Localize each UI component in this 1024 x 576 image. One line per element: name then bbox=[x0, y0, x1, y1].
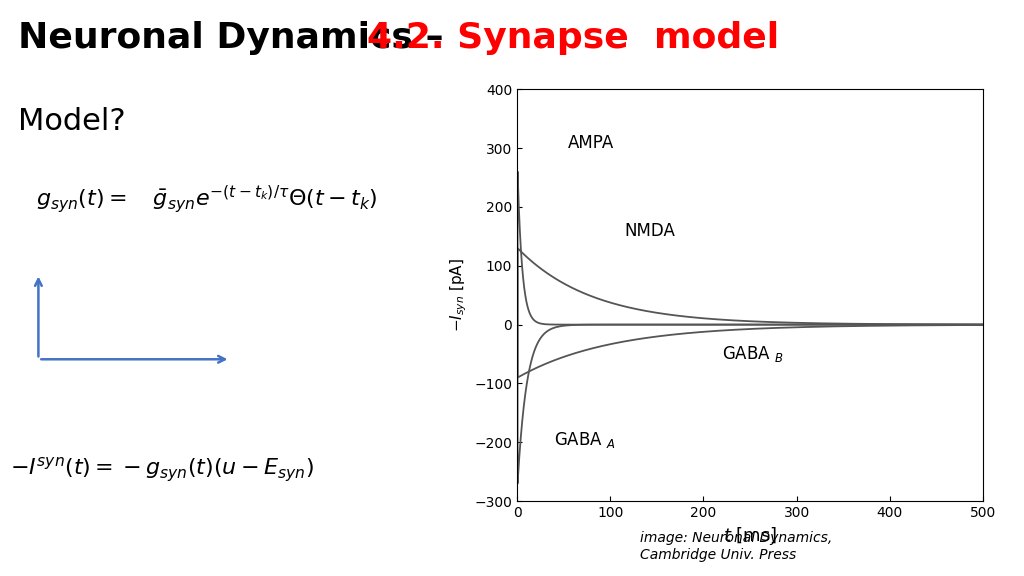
Text: AMPA: AMPA bbox=[568, 134, 614, 152]
Text: NMDA: NMDA bbox=[625, 222, 675, 240]
Text: Model?: Model? bbox=[17, 107, 126, 137]
Text: $g_{syn}(t) = \quad \bar{g}_{syn}e^{-(t-t_k)/\tau}\Theta(t-t_k)$: $g_{syn}(t) = \quad \bar{g}_{syn}e^{-(t-… bbox=[36, 183, 378, 215]
Text: image: Neuronal Dynamics,
Cambridge Univ. Press: image: Neuronal Dynamics, Cambridge Univ… bbox=[640, 532, 833, 562]
Text: Neuronal Dynamics –: Neuronal Dynamics – bbox=[18, 21, 457, 55]
Text: $-I^{syn}(t) = -g_{syn}(t)(u - E_{syn})$: $-I^{syn}(t) = -g_{syn}(t)(u - E_{syn})$ bbox=[10, 455, 314, 484]
X-axis label: $t$ [ms]: $t$ [ms] bbox=[723, 525, 777, 545]
Text: GABA $_{B}$: GABA $_{B}$ bbox=[722, 344, 784, 363]
Text: 4.2. Synapse  model: 4.2. Synapse model bbox=[367, 21, 778, 55]
Y-axis label: $-I_{syn}$ [pA]: $-I_{syn}$ [pA] bbox=[449, 258, 469, 332]
Text: GABA $_{A}$: GABA $_{A}$ bbox=[554, 430, 616, 450]
